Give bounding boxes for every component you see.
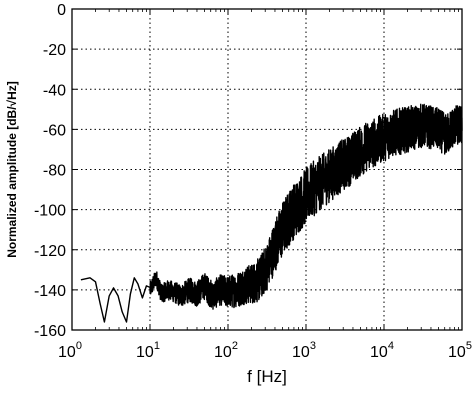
y-tick-label: -100: [34, 203, 66, 220]
series-line: [80, 103, 463, 323]
plot-frame: [71, 8, 463, 331]
y-tick-label: -160: [34, 323, 66, 340]
x-tick-label: 100: [58, 340, 82, 361]
y-tick-label: 0: [57, 2, 66, 19]
y-tick-label: -140: [34, 283, 66, 300]
x-tick-label: 104: [370, 340, 394, 361]
y-tick-label: -60: [43, 122, 66, 139]
x-tick-label: 101: [136, 340, 160, 361]
x-tick-label: 103: [292, 340, 316, 361]
y-axis-title: Normalized amplitude [dB/√Hz]: [5, 81, 19, 258]
y-tick-label: -80: [43, 163, 66, 180]
y-tick-label: -120: [34, 243, 66, 260]
x-tick-label: 102: [214, 340, 238, 361]
x-axis-title: f [Hz]: [247, 367, 287, 386]
x-tick-label: 105: [448, 340, 472, 361]
y-tick-label: -40: [43, 82, 66, 99]
y-tick-label: -20: [43, 42, 66, 59]
data-series: [80, 103, 463, 323]
